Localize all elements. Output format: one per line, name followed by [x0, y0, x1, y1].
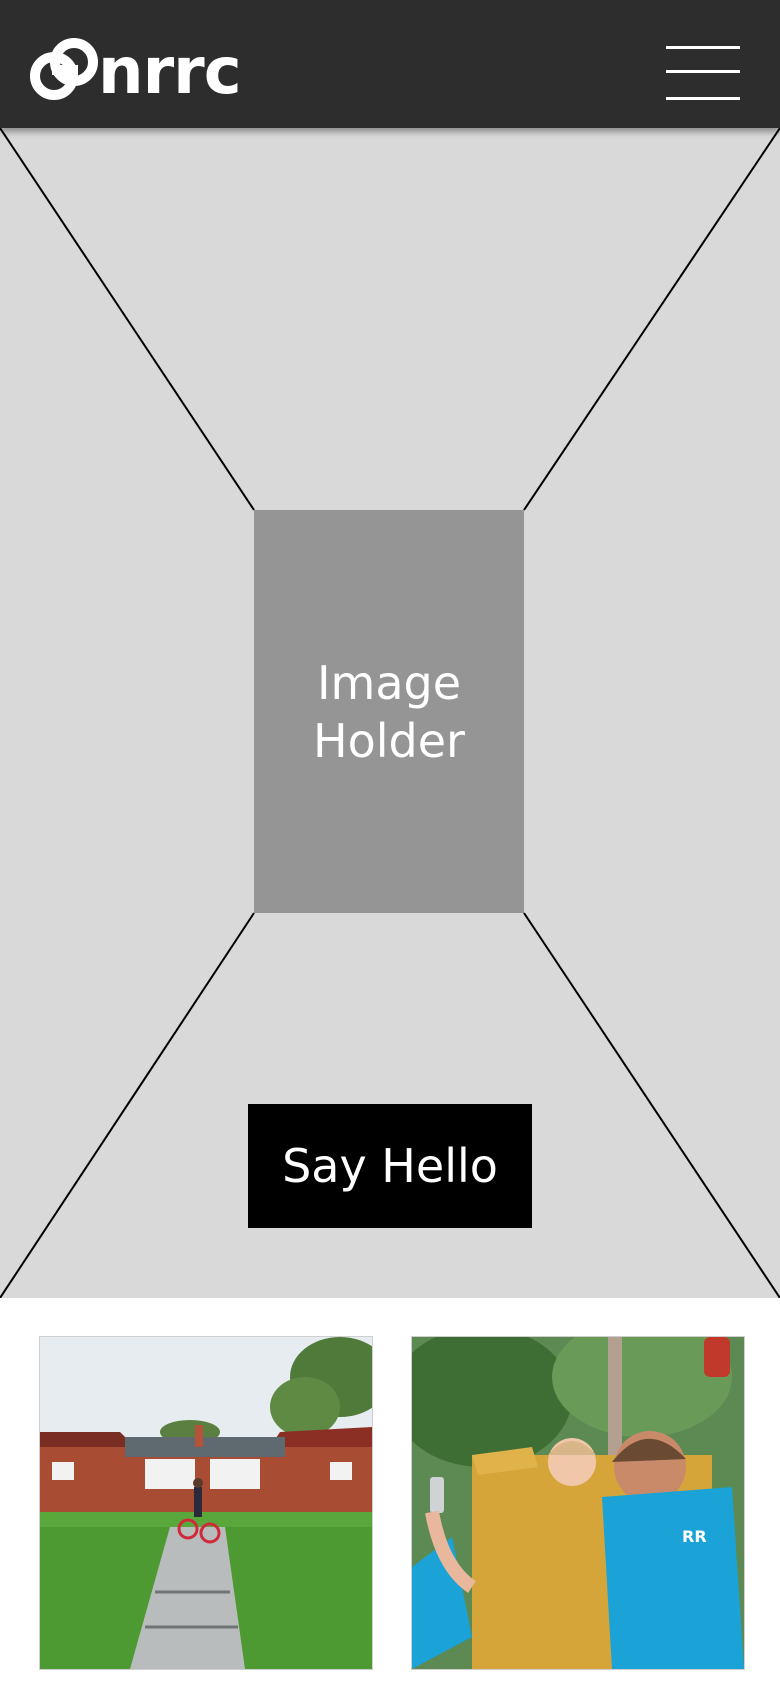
- image-placeholder-label: Image Holder: [313, 655, 465, 768]
- hamburger-menu-icon: [666, 70, 740, 73]
- photo-gallery: RR: [0, 1298, 780, 1708]
- hamburger-menu-icon: [666, 97, 740, 100]
- hamburger-menu-icon: [666, 46, 740, 49]
- logo-text: nrrc: [98, 35, 242, 109]
- gallery-photo-house[interactable]: [39, 1336, 373, 1670]
- svg-text:RR: RR: [682, 1527, 707, 1546]
- logo-link[interactable]: nrrc: [30, 26, 242, 109]
- image-placeholder: Image Holder: [254, 510, 524, 913]
- gallery-photo-playground[interactable]: RR: [411, 1336, 745, 1670]
- wireframe-diagonal-lines: [0, 128, 780, 1298]
- photo-image: RR: [412, 1337, 744, 1669]
- chain-link-icon: [30, 38, 98, 100]
- site-header: nrrc: [0, 0, 780, 128]
- photo-image: [40, 1337, 372, 1669]
- say-hello-button[interactable]: Say Hello: [248, 1104, 532, 1228]
- hero-section: Image Holder Say Hello: [0, 128, 780, 1298]
- hamburger-menu-button[interactable]: [666, 46, 740, 100]
